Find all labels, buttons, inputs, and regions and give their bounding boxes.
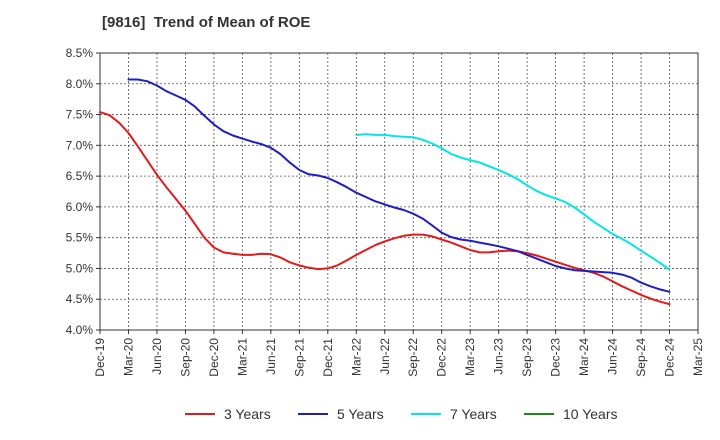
x-tick-label: Mar-25 — [691, 338, 705, 376]
plot-frame — [99, 52, 699, 331]
x-tick-label: Mar-23 — [463, 338, 477, 376]
series-line — [355, 133, 671, 271]
y-tick-label: 4.0% — [66, 323, 94, 337]
x-tick-label: Dec-24 — [663, 338, 677, 377]
y-tick-label: 7.0% — [66, 138, 94, 152]
x-tick-label: Jun-21 — [264, 338, 278, 375]
x-tick-label: Mar-24 — [577, 338, 591, 376]
series-line — [99, 111, 671, 306]
x-tick-label: Dec-20 — [207, 338, 221, 377]
x-tick-label: Jun-23 — [492, 338, 506, 375]
x-tick-label: Sep-22 — [406, 338, 420, 377]
y-axis-ticks: 4.0% 4.5% 5.0% 5.5% 6.0% 6.5% 7.0% 7.5% 8.0% 8.5% — [66, 46, 100, 337]
x-tick-label: Jun-20 — [150, 338, 164, 375]
y-tick-label: 5.0% — [66, 261, 94, 275]
x-tick-label: Sep-24 — [634, 338, 648, 377]
legend-label: 10 Years — [563, 406, 618, 422]
x-tick-label: Jun-22 — [378, 338, 392, 375]
x-tick-label: Dec-23 — [549, 338, 563, 377]
y-tick-label: 7.5% — [66, 108, 94, 122]
x-tick-label: Mar-22 — [349, 338, 363, 376]
series-lines — [99, 78, 671, 306]
x-axis-ticks: Dec-19 Mar-20 Jun-20 Sep-20 Dec-20 Mar-21 Jun-… — [93, 330, 705, 377]
x-tick-label: Sep-20 — [178, 338, 192, 377]
y-tick-label: 5.5% — [66, 231, 94, 245]
grid — [100, 53, 698, 330]
y-tick-label: 6.0% — [66, 200, 94, 214]
x-tick-label: Jun-24 — [606, 338, 620, 375]
y-tick-label: 8.0% — [66, 77, 94, 91]
legend: 3 Years 5 Years 7 Years 10 Years — [185, 406, 618, 422]
y-tick-label: 4.5% — [66, 292, 94, 306]
legend-label: 3 Years — [224, 406, 271, 422]
legend-label: 5 Years — [337, 406, 384, 422]
legend-label: 7 Years — [450, 406, 497, 422]
x-tick-label: Dec-21 — [321, 338, 335, 377]
x-tick-label: Sep-21 — [292, 338, 306, 377]
series-line — [127, 78, 671, 293]
x-tick-label: Mar-21 — [235, 338, 249, 376]
y-tick-label: 6.5% — [66, 169, 94, 183]
x-tick-label: Dec-19 — [93, 338, 107, 377]
x-tick-label: Dec-22 — [435, 338, 449, 377]
x-tick-label: Mar-20 — [121, 338, 135, 376]
chart-title: [9816] Trend of Mean of ROE — [102, 14, 311, 31]
x-tick-label: Sep-23 — [520, 338, 534, 377]
y-tick-label: 8.5% — [66, 46, 94, 60]
